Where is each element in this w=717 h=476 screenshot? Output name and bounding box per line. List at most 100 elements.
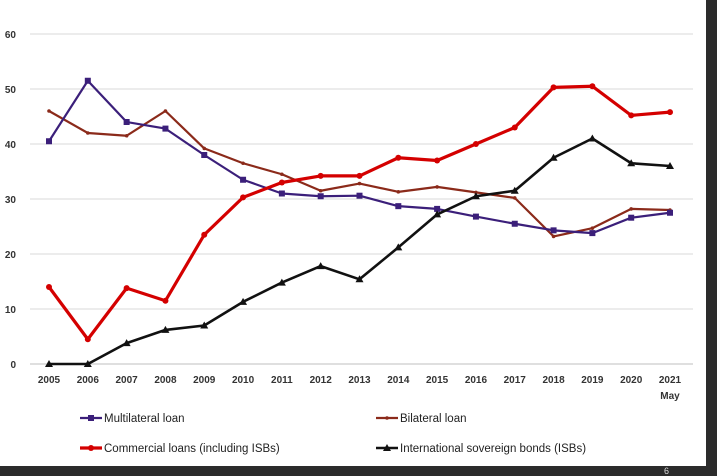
- data-point: [200, 321, 209, 329]
- data-point: [549, 153, 558, 161]
- x-tick-label: 2013: [348, 375, 371, 386]
- y-tick-label: 60: [5, 30, 17, 41]
- y-tick-label: 40: [5, 140, 17, 151]
- data-point: [123, 119, 130, 125]
- data-point: [396, 190, 401, 194]
- data-point: [472, 213, 479, 220]
- legend-swatch-marker: [385, 416, 389, 420]
- data-point: [240, 176, 247, 183]
- data-point: [434, 205, 441, 212]
- data-point: [357, 181, 362, 186]
- x-tick-label: 2010: [232, 375, 255, 386]
- data-point: [629, 207, 633, 211]
- data-point: [241, 161, 245, 166]
- data-point: [124, 133, 129, 138]
- x-tick-label: 2006: [77, 375, 100, 386]
- x-tick-label: 2018: [542, 375, 565, 386]
- y-tick-label: 30: [5, 195, 17, 206]
- data-point: [356, 172, 363, 179]
- x-tick-label: 2019: [581, 375, 604, 386]
- legend-entry: Bilateral loan: [400, 413, 466, 425]
- y-tick-label: 50: [5, 85, 17, 96]
- x-tick-label: 2012: [310, 375, 333, 386]
- data-point: [280, 172, 284, 177]
- data-point: [472, 141, 479, 147]
- slide: 0 10 20 30 40 50 60 2005 2006 2007 2008 2009 2010 201…: [0, 0, 706, 466]
- legend-swatch-marker: [88, 415, 94, 421]
- data-point: [161, 325, 170, 333]
- data-point: [550, 84, 557, 91]
- data-point: [201, 231, 208, 238]
- data-point: [628, 214, 635, 221]
- x-tick-label: 2007: [116, 375, 139, 386]
- legend-entry: Commercial loans (including ISBs): [104, 443, 280, 455]
- data-point: [317, 172, 324, 179]
- series-line-3: [49, 137, 671, 366]
- data-point: [355, 275, 364, 283]
- data-point: [318, 188, 323, 193]
- x-tick-label: 2016: [465, 375, 488, 386]
- data-point: [278, 179, 285, 186]
- line-chart: 0 10 20 30 40 50 60 2005 2006 2007 2008 2009 2010 201…: [5, 30, 693, 455]
- data-point: [46, 284, 52, 290]
- data-point: [550, 227, 557, 234]
- data-point: [356, 192, 363, 199]
- data-point: [122, 339, 131, 347]
- data-point: [162, 125, 169, 132]
- data-point: [666, 162, 674, 169]
- x-tick-label: 2017: [504, 375, 527, 386]
- x-tick-label: 2014: [387, 375, 410, 386]
- data-point: [435, 185, 439, 189]
- data-point: [277, 278, 286, 286]
- data-point: [512, 196, 517, 200]
- data-point: [589, 230, 596, 237]
- data-point: [86, 131, 90, 135]
- data-point: [47, 109, 51, 113]
- x-tick-label: 2015: [426, 375, 449, 386]
- data-point: [163, 109, 168, 113]
- legend-entry: Multilateral loan: [104, 413, 185, 425]
- y-tick-label: 0: [10, 360, 16, 371]
- data-point: [395, 203, 402, 210]
- data-point: [45, 360, 53, 367]
- x-tick-label: 2008: [154, 375, 177, 386]
- data-point: [590, 226, 595, 230]
- x-tick-label: 2021: [659, 375, 682, 386]
- data-point: [278, 190, 285, 197]
- data-point: [83, 360, 92, 367]
- data-point: [667, 109, 673, 116]
- data-point: [84, 336, 91, 343]
- data-point: [84, 77, 91, 84]
- series-line-0: [48, 79, 671, 235]
- data-point: [667, 209, 673, 216]
- data-point: [588, 134, 597, 142]
- data-point: [510, 186, 519, 194]
- data-point: [395, 154, 402, 161]
- data-point: [201, 152, 208, 158]
- data-point: [46, 138, 52, 145]
- page-number: 6: [664, 466, 670, 476]
- data-point: [317, 193, 324, 200]
- data-point: [471, 192, 480, 200]
- data-point: [627, 159, 636, 167]
- data-point: [202, 146, 207, 151]
- x-tick-label: 2005: [38, 375, 61, 386]
- x-tick-label: 2009: [193, 375, 216, 386]
- legend-swatch-marker: [383, 444, 391, 451]
- data-point: [433, 210, 442, 218]
- data-point: [240, 194, 247, 201]
- y-tick-label: 20: [5, 250, 17, 261]
- x-tick-sublabel: May: [660, 391, 680, 402]
- data-point: [434, 157, 441, 164]
- legend-entry: International sovereign bonds (ISBs): [400, 443, 586, 455]
- y-tick-label: 10: [5, 305, 17, 316]
- x-tick-label: 2020: [620, 375, 643, 386]
- data-point: [511, 220, 518, 227]
- data-point: [239, 297, 248, 305]
- data-point: [316, 262, 325, 270]
- legend-swatch-marker: [88, 445, 94, 451]
- data-point: [628, 112, 635, 119]
- data-point: [394, 243, 403, 251]
- data-point: [551, 234, 556, 239]
- x-tick-label: 2011: [271, 375, 293, 386]
